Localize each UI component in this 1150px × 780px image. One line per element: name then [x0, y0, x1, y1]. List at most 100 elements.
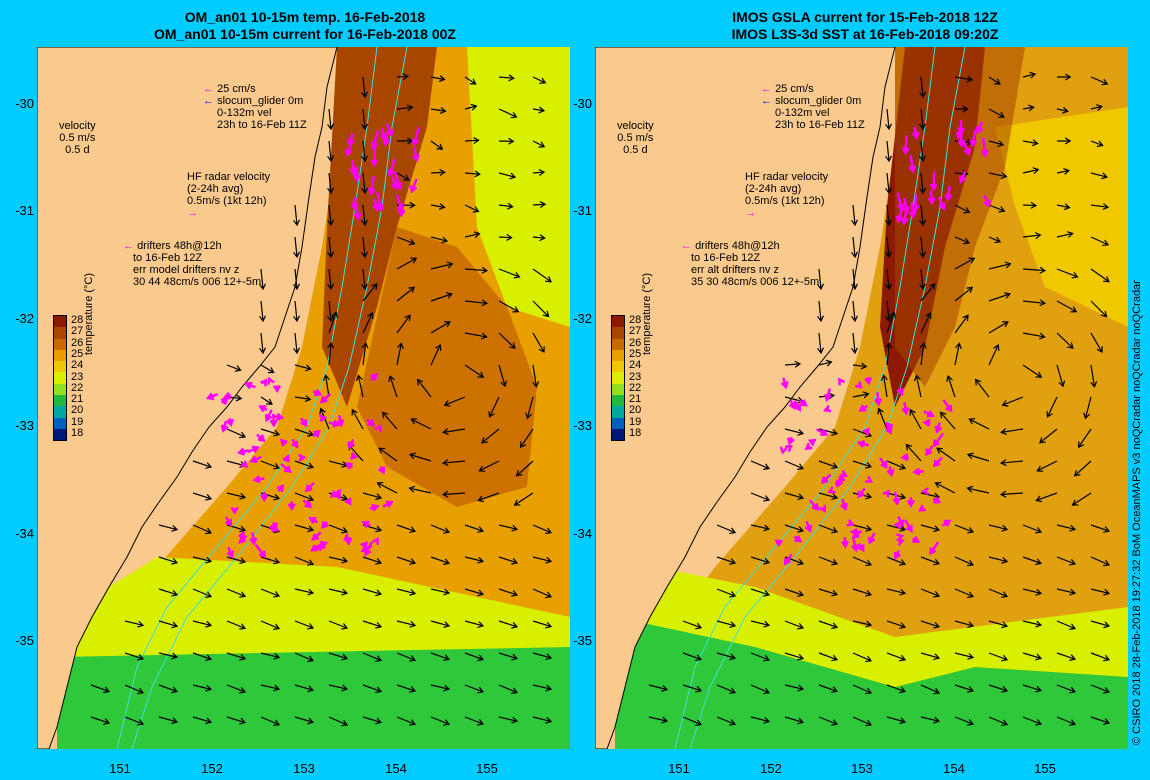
black-arrow-icon — [1073, 460, 1092, 477]
black-arrow-icon — [1090, 140, 1104, 148]
magenta-arrow-icon: ← — [203, 83, 214, 95]
black-arrow-icon — [226, 428, 247, 439]
black-arrow-icon — [259, 332, 267, 355]
black-arrow-icon — [886, 588, 907, 596]
black-arrow-icon — [1022, 71, 1037, 79]
black-arrow-icon — [919, 342, 927, 366]
magenta-arrow-icon — [862, 427, 870, 436]
black-arrow-icon — [328, 620, 349, 630]
black-arrow-icon — [396, 104, 414, 112]
magenta-arrow-icon — [793, 535, 803, 543]
magenta-arrow-icon: ← — [123, 240, 134, 252]
magenta-arrow-icon — [824, 388, 832, 403]
magenta-arrow-icon — [857, 542, 865, 553]
black-arrow-icon — [750, 524, 771, 532]
right-title-line-1: IMOS GSLA current for 15-Feb-2018 12Z — [732, 9, 998, 25]
magenta-arrow-icon — [220, 397, 229, 405]
black-arrow-icon — [478, 460, 500, 472]
black-arrow-icon — [260, 652, 281, 660]
black-arrow-icon — [1056, 300, 1078, 313]
black-arrow-icon — [327, 268, 335, 291]
black-arrow-icon — [954, 524, 975, 534]
black-arrow-icon — [750, 620, 771, 628]
black-arrow-icon — [818, 492, 839, 501]
black-arrow-icon — [818, 588, 839, 597]
magenta-arrow-icon — [854, 381, 863, 389]
ocean-warm-region — [635, 47, 1128, 749]
magenta-arrow-icon — [840, 498, 848, 512]
magenta-arrow-icon — [349, 451, 359, 460]
velocity-title: velocity — [59, 120, 96, 132]
magenta-arrow-icon — [980, 137, 989, 158]
black-arrow-icon — [1056, 556, 1077, 566]
black-arrow-icon — [498, 202, 514, 210]
magenta-arrow-icon — [247, 445, 261, 454]
colorbar-label: 22 — [629, 381, 642, 394]
black-arrow-icon — [464, 299, 489, 307]
velocity-duration: 0.5 d — [623, 144, 648, 156]
black-arrow-icon — [498, 588, 519, 597]
magenta-arrow-icon — [310, 544, 321, 552]
black-arrow-icon — [682, 620, 703, 630]
black-arrow-icon — [750, 556, 771, 565]
black-arrow-icon — [532, 684, 553, 692]
hf-radar-avg: (2-24h avg) — [745, 183, 802, 195]
black-arrow-icon — [430, 292, 453, 302]
magenta-arrow-icon — [336, 414, 345, 428]
colorbar-label: 20 — [71, 404, 84, 417]
black-arrow-icon — [192, 460, 213, 469]
magenta-arrow-icon — [774, 539, 783, 547]
hf-radar-title: HF radar velocity — [745, 171, 829, 183]
magenta-arrow-icon — [237, 531, 246, 540]
colorbar-label: 28 — [629, 314, 642, 326]
black-arrow-icon — [784, 684, 805, 692]
magenta-arrow-icon — [282, 454, 290, 463]
black-arrow-icon — [532, 106, 546, 114]
magenta-arrow-icon — [328, 419, 341, 428]
black-arrow-icon — [716, 716, 737, 726]
magenta-arrow-icon — [932, 456, 944, 468]
black-arrow-icon — [885, 108, 893, 131]
magenta-arrow-icon — [823, 404, 832, 413]
magenta-arrow-icon — [287, 501, 296, 512]
magenta-arrow-icon — [896, 533, 905, 542]
right-map-title: IMOS GSLA current for 15-Feb-2018 12Z IM… — [680, 9, 1050, 43]
black-arrow-icon — [430, 236, 449, 244]
magenta-arrow-icon — [390, 175, 399, 191]
black-arrow-icon — [784, 524, 805, 533]
magenta-arrow-icon — [874, 392, 883, 407]
black-arrow-icon — [294, 460, 315, 470]
black-arrow-icon — [750, 716, 771, 724]
glider-depth: 0-132m vel — [217, 107, 272, 119]
black-arrow-icon — [226, 588, 247, 598]
magenta-arrow-icon — [901, 401, 910, 416]
black-arrow-icon — [294, 428, 315, 437]
black-arrow-icon — [1022, 620, 1043, 628]
isobath-line — [116, 47, 378, 749]
black-arrow-icon — [396, 556, 417, 565]
black-arrow-icon — [498, 300, 520, 313]
black-arrow-icon — [498, 684, 519, 694]
magenta-arrow-icon — [264, 409, 273, 423]
black-arrow-icon — [817, 332, 825, 355]
magenta-arrow-icon — [273, 412, 285, 421]
black-arrow-icon — [532, 332, 545, 354]
black-arrow-icon — [750, 588, 771, 597]
black-arrow-icon — [920, 524, 941, 533]
velocity-title: velocity — [617, 120, 654, 132]
hf-radar-avg: (2-24h avg) — [187, 183, 244, 195]
hf-radar-legend: HF radar velocity (2-24h avg) 0.5m/s (1k… — [187, 171, 270, 219]
colorbar-label: 27 — [71, 325, 84, 338]
black-arrow-icon — [784, 716, 805, 725]
magenta-arrow-icon — [349, 159, 358, 177]
black-arrow-icon — [293, 300, 301, 323]
magenta-arrow-icon — [353, 205, 362, 222]
black-arrow-icon — [464, 103, 478, 111]
black-arrow-icon — [430, 620, 451, 629]
black-arrow-icon — [1022, 364, 1043, 378]
black-arrow-icon — [464, 76, 477, 85]
magenta-arrow-icon — [783, 553, 793, 566]
black-arrow-icon — [1090, 620, 1111, 629]
black-arrow-icon — [920, 588, 941, 598]
black-arrow-icon — [1090, 652, 1111, 662]
